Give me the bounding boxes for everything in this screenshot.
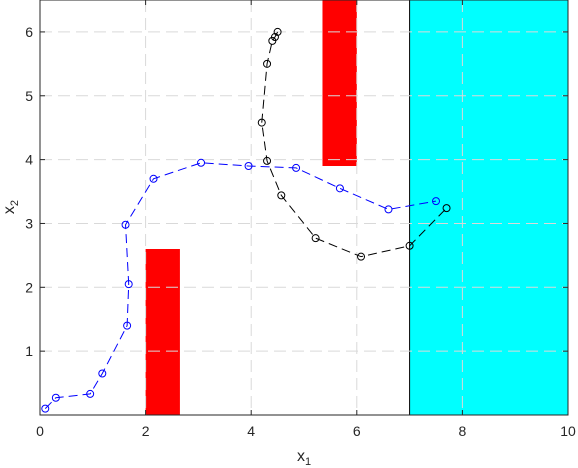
- y-axis-label: x2: [1, 200, 21, 214]
- series-1-point-2: [268, 36, 277, 45]
- x-axis-label: x1: [297, 448, 311, 468]
- series-0-point-8: [197, 158, 206, 167]
- axes-box: [39, 0, 569, 416]
- series-0-point-5: [124, 280, 133, 289]
- x-tick-label-1: 2: [142, 423, 150, 439]
- series-1-point-6: [277, 191, 286, 200]
- series-0-point-0: [41, 404, 50, 413]
- series-group: [41, 27, 451, 413]
- y-tick-label-5: 6: [25, 24, 33, 40]
- y-tick-label-4: 5: [25, 88, 33, 104]
- series-0-point-2: [86, 389, 95, 398]
- series-1-point-10: [442, 204, 451, 213]
- region-0: [145, 249, 180, 415]
- series-1-point-7: [311, 234, 320, 243]
- x-tick-label-2: 4: [247, 423, 255, 439]
- series-1-point-5: [263, 156, 272, 165]
- series-0-point-9: [244, 162, 253, 170]
- series-0-point-4: [123, 321, 132, 330]
- series-0-point-3: [98, 369, 107, 378]
- series-0-line: [44, 162, 437, 409]
- series-0-point-10: [292, 163, 301, 172]
- y-axis-ticks: 1 2 3 4 5 6: [25, 24, 568, 359]
- series-0-point-13: [432, 197, 440, 206]
- grid: [40, 0, 568, 415]
- x-tick-label-0: 0: [36, 423, 44, 439]
- region-1: [322, 0, 357, 166]
- y-tick-label-2: 3: [25, 215, 33, 231]
- x-tick-label-4: 8: [459, 423, 467, 439]
- series-0-point-11: [335, 184, 344, 193]
- y-tick-label-3: 4: [25, 152, 33, 168]
- x-tick-label-5: 10: [560, 423, 576, 439]
- series-0-point-12: [384, 205, 393, 214]
- x-axis-ticks: 0 2 4 6 8 10: [36, 0, 576, 439]
- series-0-point-1: [51, 393, 60, 402]
- series-1-point-9: [405, 241, 414, 250]
- y-tick-label-0: 1: [25, 343, 33, 359]
- y-tick-label-1: 2: [25, 279, 33, 295]
- series-0-point-6: [121, 220, 130, 229]
- series-1-point-3: [263, 59, 272, 68]
- x-tick-label-3: 6: [353, 423, 361, 439]
- region-2: [409, 0, 569, 416]
- series-1-line: [261, 31, 447, 258]
- series-0-point-7: [149, 174, 158, 183]
- series-1-point-0: [273, 27, 282, 36]
- series-1-point-4: [257, 118, 266, 127]
- series-1-point-8: [357, 252, 366, 261]
